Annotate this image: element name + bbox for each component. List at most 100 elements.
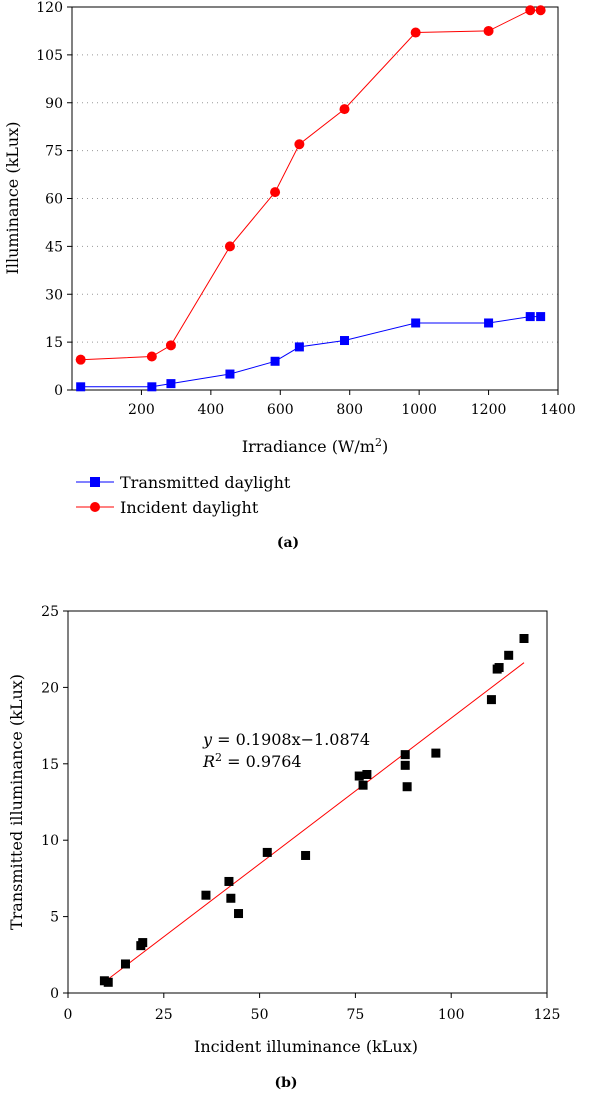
chart-b-x-tick-label: 100 — [438, 1007, 465, 1023]
data-point-transmitted — [166, 379, 176, 389]
chart-a-line-chart: 0 15 30 45 60 75 90 105 120 200 400 600 800 1000 1200… — [3, 0, 576, 551]
chart-b-y-tick-label: 20 — [41, 680, 59, 696]
scatter-point — [103, 977, 113, 987]
legend-incident-marker — [90, 502, 100, 512]
scatter-point — [431, 748, 441, 758]
chart-a-plot-frame — [71, 6, 559, 391]
scatter-point — [519, 634, 529, 644]
chart-a-x-axis-label: Irradiance (W/m2) — [242, 436, 388, 456]
series-line-transmitted — [80, 316, 541, 388]
scatter-point — [362, 769, 372, 779]
series-line-incident — [80, 9, 541, 361]
chart-a-y-tick-label: 60 — [45, 192, 63, 208]
chart-a-y-tick-label: 120 — [36, 0, 63, 16]
chart-a-y-tick-label: 0 — [54, 383, 63, 399]
legend-transmitted-marker — [90, 477, 100, 487]
scatter-point — [234, 909, 244, 919]
data-point-incident — [75, 354, 86, 365]
chart-b-y-tick-label: 15 — [41, 757, 59, 773]
data-point-transmitted — [147, 382, 157, 392]
chart-a-y-axis-label: Illuminance (kLux) — [3, 122, 22, 275]
data-point-transmitted — [536, 312, 546, 322]
chart-b-x-tick-label: 75 — [346, 1007, 364, 1023]
chart-b-scatter-chart: 0 5 10 15 20 25 0 25 50 75 100 125 y = 0.1908x−1.0… — [7, 604, 560, 1091]
scatter-point — [400, 760, 410, 770]
chart-b-x-axis-label: Incident illuminance (kLux) — [194, 1037, 418, 1056]
scatter-point — [224, 876, 234, 886]
chart-b-x-ticks: 0 25 50 75 100 125 — [64, 993, 561, 1023]
data-point-incident — [339, 104, 350, 115]
data-point-incident — [525, 5, 536, 16]
scatter-point — [486, 695, 496, 705]
data-point-transmitted — [411, 318, 421, 328]
scatter-point — [504, 650, 514, 660]
chart-a-y-tick-label: 75 — [45, 144, 63, 160]
scatter-point — [120, 959, 130, 969]
data-point-incident — [270, 187, 281, 198]
chart-b-x-tick-label: 25 — [155, 1007, 173, 1023]
chart-b-x-tick-label: 50 — [251, 1007, 269, 1023]
chart-b-plot-frame — [67, 610, 548, 994]
chart-b-r-squared: R2 = 0.9764 — [202, 751, 302, 771]
chart-b-y-ticks: 0 5 10 15 20 25 — [41, 604, 68, 1002]
data-point-incident — [535, 5, 546, 16]
chart-a-y-ticks: 0 15 30 45 60 75 90 105 120 — [36, 0, 72, 399]
data-point-transmitted — [270, 356, 280, 366]
chart-a-x-tick-label: 200 — [128, 402, 155, 418]
chart-b-fit-line-group — [106, 662, 525, 981]
chart-a-series-markers — [75, 5, 546, 392]
chart-a-series-lines — [80, 9, 541, 388]
scatter-point — [201, 890, 211, 900]
chart-b-y-tick-label: 25 — [41, 604, 59, 620]
scatter-point — [354, 771, 364, 781]
data-point-transmitted — [294, 342, 304, 352]
chart-a-x-ticks: 200 400 600 800 1000 1200 1400 — [128, 390, 576, 418]
data-point-incident — [224, 241, 235, 252]
chart-a-y-tick-label: 30 — [45, 287, 63, 303]
data-point-incident — [165, 340, 176, 351]
data-point-incident — [410, 27, 421, 38]
chart-a-y-tick-label: 105 — [36, 48, 63, 64]
chart-b-equation: y = 0.1908x−1.0874 — [202, 730, 370, 749]
chart-a-x-tick-label: 1400 — [540, 402, 576, 418]
data-point-transmitted — [340, 336, 350, 346]
chart-b-fit-line — [106, 662, 525, 981]
chart-b-y-tick-label: 10 — [41, 833, 59, 849]
data-point-incident — [146, 351, 157, 362]
chart-a-caption: (a) — [277, 535, 299, 551]
scatter-point — [358, 780, 368, 790]
chart-a-x-tick-label: 1200 — [471, 402, 507, 418]
chart-b-caption: (b) — [274, 1075, 297, 1091]
legend-incident-label: Incident daylight — [120, 498, 259, 517]
chart-a-y-tick-label: 90 — [45, 96, 63, 112]
chart-a-gridlines — [72, 6, 558, 343]
data-point-incident — [294, 139, 305, 150]
scatter-point — [494, 663, 504, 673]
chart-a-legend: Transmitted daylight Incident daylight — [76, 473, 291, 517]
scatter-point — [402, 782, 412, 792]
scatter-point — [262, 847, 272, 857]
data-point-transmitted — [225, 369, 235, 379]
chart-b-data-points — [99, 634, 529, 987]
scatter-point — [400, 750, 410, 760]
chart-a-x-tick-label: 600 — [267, 402, 294, 418]
chart-b-y-tick-label: 0 — [50, 986, 59, 1002]
chart-b-x-tick-label: 125 — [534, 1007, 561, 1023]
scatter-point — [301, 850, 311, 860]
chart-a-y-tick-label: 45 — [45, 239, 63, 255]
chart-b-y-axis-label: Transmitted illuminance (kLux) — [7, 674, 26, 930]
legend-transmitted-label: Transmitted daylight — [120, 473, 291, 492]
data-point-transmitted — [76, 382, 86, 392]
scatter-point — [138, 938, 148, 948]
chart-b-x-tick-label: 0 — [64, 1007, 73, 1023]
scatter-point — [226, 893, 236, 903]
data-point-transmitted — [484, 318, 494, 328]
data-point-incident — [483, 25, 494, 36]
chart-a-x-tick-label: 1000 — [401, 402, 437, 418]
data-point-transmitted — [525, 312, 535, 322]
chart-a-y-tick-label: 15 — [45, 335, 63, 351]
chart-b-y-tick-label: 5 — [50, 910, 59, 926]
chart-a-x-tick-label: 400 — [197, 402, 224, 418]
chart-a-x-tick-label: 800 — [336, 402, 363, 418]
